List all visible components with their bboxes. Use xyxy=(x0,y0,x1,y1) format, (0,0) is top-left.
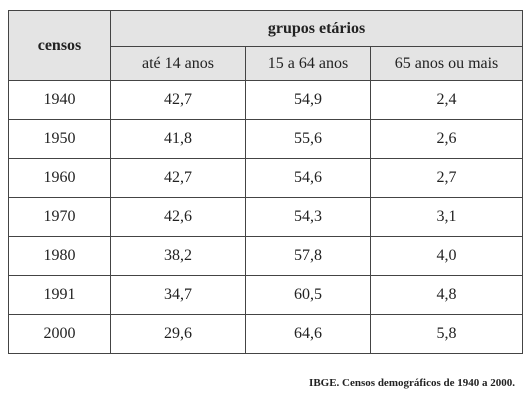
table-cell: 3,1 xyxy=(369,197,524,237)
table-row: 1950 41,8 55,6 2,6 xyxy=(8,119,524,159)
table-cell: 54,6 xyxy=(245,158,371,198)
table-cell: 41,8 xyxy=(110,119,246,159)
table-cell: 1950 xyxy=(8,119,111,159)
table-cell: 64,6 xyxy=(245,314,371,354)
table-cell: 4,8 xyxy=(369,275,524,315)
table-cell: 1970 xyxy=(8,197,111,237)
table-body: 1940 42,7 54,9 2,4 1950 41,8 55,6 2,6 1960 42,7 54… xyxy=(8,80,524,354)
table-cell: 38,2 xyxy=(110,236,246,276)
table-row: 1980 38,2 57,8 4,0 xyxy=(8,236,524,276)
table-cell: 29,6 xyxy=(110,314,246,354)
table-cell: 1940 xyxy=(8,80,111,120)
column-header: 65 anos ou mais xyxy=(369,46,524,81)
source-note: IBGE. Censos demográficos de 1940 a 2000… xyxy=(309,377,515,389)
column-header: 15 a 64 anos xyxy=(245,46,371,81)
column-header: até 14 anos xyxy=(110,46,246,81)
table-cell: 42,7 xyxy=(110,158,246,198)
header-row: censos grupos etários xyxy=(8,10,524,81)
table-row: 1991 34,7 60,5 4,8 xyxy=(8,275,524,315)
table-cell: 60,5 xyxy=(245,275,371,315)
table-cell: 34,7 xyxy=(110,275,246,315)
table-cell: 1991 xyxy=(8,275,111,315)
table-row: 1970 42,6 54,3 3,1 xyxy=(8,197,524,237)
table-cell: 2,7 xyxy=(369,158,524,198)
header-row: até 14 anos 15 a 64 anos 65 anos ou mais xyxy=(9,46,524,81)
table-cell: 2,4 xyxy=(369,80,524,120)
table-cell: 57,8 xyxy=(245,236,371,276)
table-cell: 5,8 xyxy=(369,314,524,354)
group-header: grupos etários xyxy=(109,10,524,47)
table-cell: 54,9 xyxy=(245,80,371,120)
table-row: 1960 42,7 54,6 2,7 xyxy=(8,158,524,198)
table-row: 2000 29,6 64,6 5,8 xyxy=(8,314,524,354)
table-cell: 55,6 xyxy=(245,119,371,159)
table-cell: 54,3 xyxy=(245,197,371,237)
table-cell: 2,6 xyxy=(369,119,524,159)
table-cell: 1960 xyxy=(8,158,111,198)
table-cell: 42,6 xyxy=(110,197,246,237)
header-cell: censos xyxy=(8,10,111,81)
table-cell: 1980 xyxy=(8,236,111,276)
census-table: censos grupos etários até 14 anos 15 a 64… xyxy=(8,10,524,354)
table-cell: 4,0 xyxy=(369,236,524,276)
table-cell: 2000 xyxy=(8,314,111,354)
table-row: 1940 42,7 54,9 2,4 xyxy=(8,80,524,120)
table-cell: 42,7 xyxy=(110,80,246,120)
